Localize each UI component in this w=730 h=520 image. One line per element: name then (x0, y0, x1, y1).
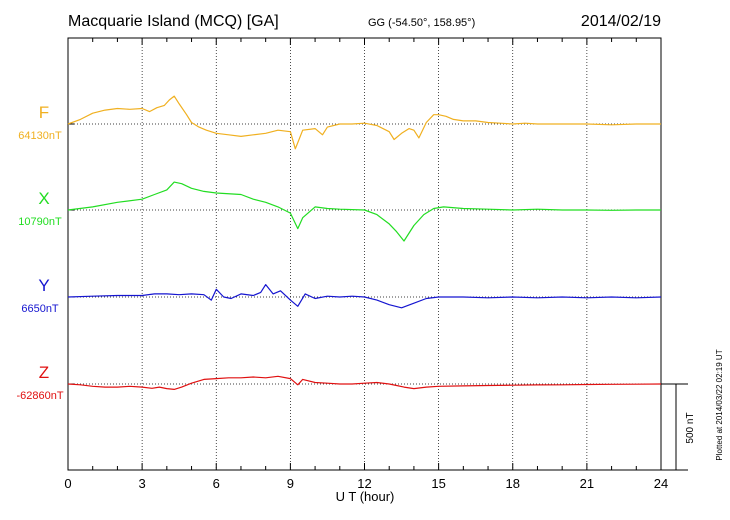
x-tick-label: 21 (580, 476, 594, 491)
series-baseline-z: -62860nT (16, 390, 63, 402)
plot-date: 2014/02/19 (581, 13, 661, 30)
x-axis-label: U T (hour) (336, 489, 395, 504)
grid-lines (67, 38, 662, 470)
x-tick-label: 9 (287, 476, 294, 491)
series-name-f: F (39, 103, 49, 122)
plotted-at-note: Plotted at 2014/03/22 02:19 UT (715, 349, 724, 460)
x-tick-label: 12 (357, 476, 371, 491)
series-baseline-y: 6650nT (21, 303, 59, 315)
x-tick-label: 6 (213, 476, 220, 491)
x-axis-ticks: 0 3 6 9 12 15 18 21 24 (64, 38, 668, 491)
series-line-z (67, 375, 662, 390)
x-tick-label: 3 (139, 476, 146, 491)
series-name-x: X (38, 189, 49, 208)
x-tick-label: 0 (64, 476, 71, 491)
series-baseline-x: 10790nT (18, 216, 62, 228)
scale-bar-label: 500 nT (685, 412, 696, 443)
series-lines (67, 95, 662, 390)
x-tick-label: 15 (431, 476, 445, 491)
series-name-z: Z (39, 363, 49, 382)
series-labels: F 64130nT X 10790nT Y 6650nT Z -62860nT (16, 103, 63, 402)
series-name-y: Y (38, 276, 49, 295)
series-line-x (67, 181, 661, 242)
series-line-y (67, 284, 662, 309)
station-coordinates: GG (-54.50°, 158.95°) (368, 17, 475, 29)
scale-bar: 500 nT (661, 383, 696, 471)
series-baseline-f: 64130nT (18, 130, 62, 142)
x-tick-label: 24 (654, 476, 668, 491)
series-line-f (67, 95, 661, 150)
station-title: Macquarie Island (MCQ) [GA] (68, 13, 279, 30)
x-tick-label: 18 (506, 476, 520, 491)
